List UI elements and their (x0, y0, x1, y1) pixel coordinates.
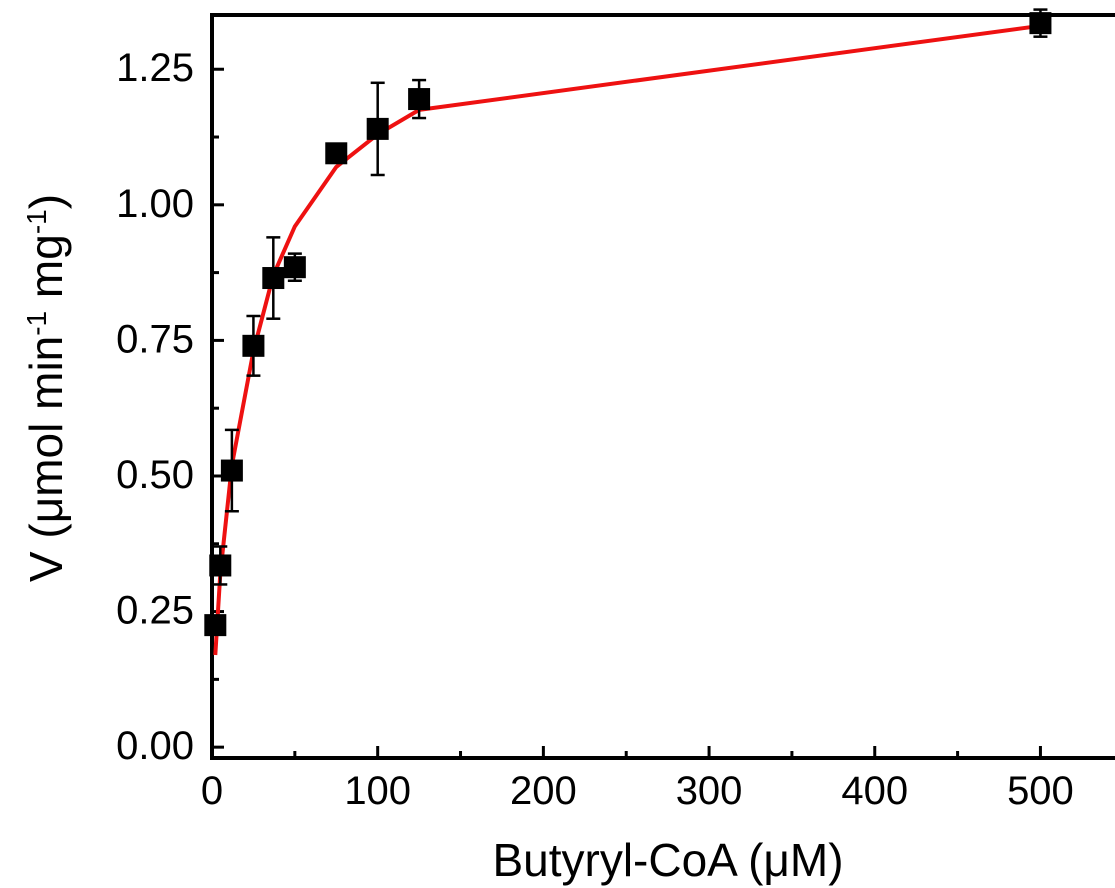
y-tick-label: 0.25 (116, 589, 194, 633)
y-axis-ticks: 0.00 0.25 0.50 0.75 1.00 1.25 (116, 46, 224, 768)
point-marker (242, 334, 265, 357)
point-marker (283, 256, 306, 279)
x-tick-label: 100 (344, 769, 411, 813)
point-marker (204, 614, 227, 637)
y-axis-title-mid: mg (20, 234, 72, 311)
y-axis-title-superscript-2: -1 (21, 209, 52, 234)
y-tick-label: 1.00 (116, 182, 194, 226)
x-axis-ticks: 0 100 200 300 400 500 (201, 746, 1074, 813)
data-point (242, 314, 265, 377)
x-tick-label: 0 (201, 769, 223, 813)
data-point (325, 142, 348, 165)
y-tick-label: 0.00 (116, 724, 194, 768)
data-point (366, 81, 389, 177)
y-tick-label: 1.25 (116, 46, 194, 90)
data-point (283, 252, 306, 282)
data-point (209, 545, 232, 586)
fit-curve (213, 23, 1041, 656)
x-tick-label: 200 (510, 769, 577, 813)
data-point (1029, 8, 1052, 38)
x-tick-label: 300 (676, 769, 743, 813)
data-point (262, 236, 285, 320)
y-axis-title-suffix: ) (20, 194, 72, 209)
plot-frame (210, 13, 1115, 760)
point-marker (209, 554, 232, 577)
point-marker (1029, 12, 1052, 35)
x-tick-label: 400 (841, 769, 908, 813)
point-marker (366, 117, 389, 140)
x-tick-label: 500 (1007, 769, 1074, 813)
y-axis-title: V (μmol min-1 mg-1) (20, 194, 72, 582)
x-axis-title: Butyryl-CoA (μM) (492, 834, 843, 886)
point-marker (325, 142, 348, 165)
fit-layer (213, 23, 1041, 656)
data-point (204, 614, 227, 637)
y-axis-title-superscript-1: -1 (21, 311, 52, 336)
y-tick-label: 0.50 (116, 453, 194, 497)
data-point (408, 78, 431, 120)
point-marker (408, 88, 431, 111)
point-marker (262, 267, 285, 290)
data-point (220, 428, 243, 513)
y-axis-title-prefix: V (μmol min (20, 336, 72, 582)
data-points-layer (204, 8, 1052, 637)
point-marker (220, 459, 243, 482)
y-tick-label: 0.75 (116, 317, 194, 361)
